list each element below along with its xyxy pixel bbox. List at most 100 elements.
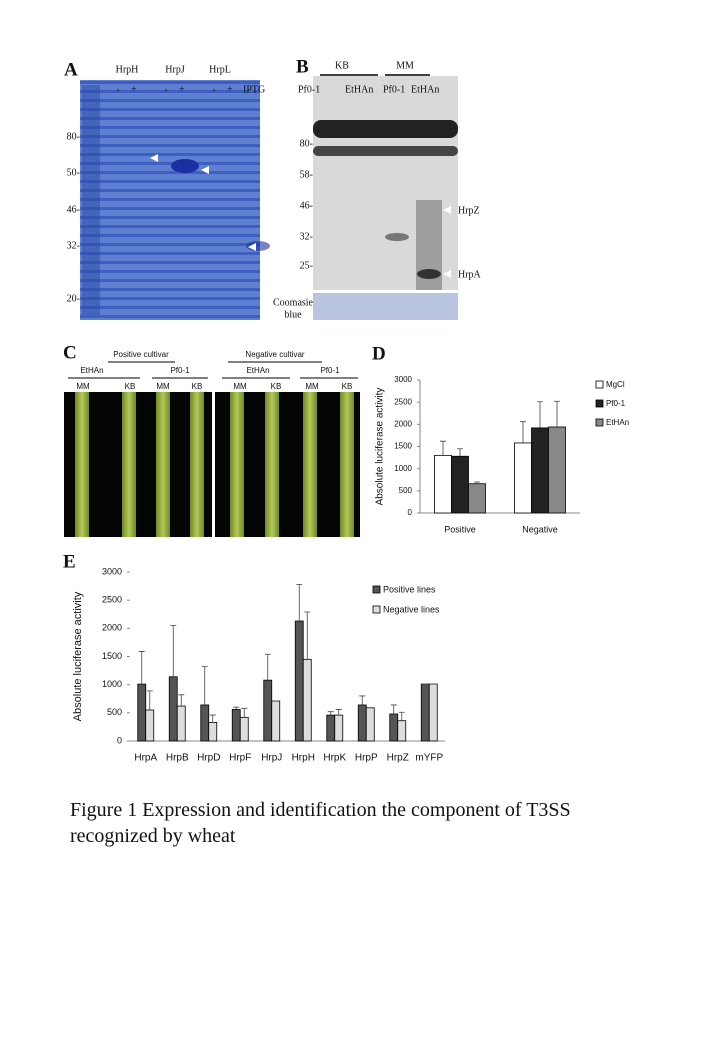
bar — [294, 620, 304, 742]
marker-label: 46- — [67, 204, 80, 215]
lane-sign: - — [116, 84, 119, 95]
protein-band — [246, 241, 270, 251]
legend-label: Negative lines — [383, 604, 440, 614]
bar — [168, 676, 178, 742]
x-tick-label: HrpJ — [261, 753, 282, 764]
y-tick-label: 1500 — [102, 651, 122, 661]
x-tick-label: mYFP — [415, 753, 443, 764]
error-bar — [138, 651, 145, 685]
marker-label: 46- — [300, 200, 313, 211]
blot-band — [417, 269, 441, 279]
medium-label: MM — [233, 382, 247, 391]
bar — [365, 707, 375, 742]
bar — [302, 658, 312, 742]
y-tick-label: 500 — [399, 486, 413, 495]
error-bar — [304, 611, 311, 660]
error-bar — [398, 711, 405, 721]
bar — [263, 679, 273, 742]
bar — [176, 705, 186, 742]
bar — [326, 714, 336, 742]
strain-label: Pf0-1 — [320, 366, 340, 375]
bar — [428, 683, 438, 742]
iptg-label: IPTG — [243, 84, 265, 95]
y-tick-label: 3000 — [394, 375, 412, 384]
lane-label: HrpJ — [165, 64, 185, 75]
bar — [514, 442, 532, 514]
gel-image — [80, 80, 260, 320]
legend-label: Pf0-1 — [606, 399, 626, 408]
protein-band — [171, 159, 199, 173]
y-axis-label: Absolute luciferase activity — [72, 591, 84, 721]
y-tick-label: 1000 — [102, 679, 122, 689]
blot-band — [313, 146, 458, 156]
error-bar — [209, 714, 216, 723]
cultivar-label: Negative cultivar — [245, 350, 304, 359]
arrowhead — [443, 206, 451, 214]
error-bar — [537, 401, 543, 428]
x-tick-label: HrpP — [355, 753, 378, 764]
medium-label: KB — [271, 382, 282, 391]
legend-label: EtHAn — [606, 418, 629, 427]
group-label: KB — [335, 60, 349, 71]
chart-d: 0 500 1000 1500 2000 2500 3000 Absolute lucifer… — [375, 375, 629, 534]
legend-swatch — [372, 605, 381, 614]
bar — [434, 454, 452, 514]
strain-label: EtHAn — [80, 366, 103, 375]
error-bar — [170, 625, 177, 677]
y-tick-label: 3000 — [102, 566, 122, 576]
x-tick-label: HrpB — [166, 753, 189, 764]
stain-label: blue — [284, 309, 302, 320]
y-tick-label: 1000 — [394, 464, 412, 473]
y-tick-label: 1500 — [394, 442, 412, 451]
x-tick-label: HrpH — [292, 753, 315, 764]
lane-label: Pf0-1 — [298, 84, 320, 95]
marker-label: 32- — [300, 231, 313, 242]
bar — [420, 683, 430, 742]
lane-label: HrpL — [209, 64, 231, 75]
medium-label: KB — [192, 382, 203, 391]
medium-label: KB — [125, 382, 136, 391]
error-bar — [474, 481, 480, 484]
strain-label: EtHAn — [246, 366, 269, 375]
panel-letter: D — [372, 343, 386, 364]
error-bar — [178, 694, 185, 707]
bar — [531, 427, 549, 514]
bar — [208, 722, 218, 742]
chart-e: 0 500 1000 1500 2000 2500 3000 Absolute lucifer… — [72, 566, 445, 764]
arrowhead — [443, 270, 451, 278]
error-bar — [440, 440, 446, 456]
legend-label: Positive lines — [383, 584, 436, 594]
bar — [468, 483, 486, 514]
error-bar — [335, 709, 342, 716]
y-tick-label: 0 — [117, 735, 122, 745]
bar — [397, 720, 407, 742]
marker-label: 25- — [300, 260, 313, 271]
y-tick-label: 2500 — [394, 397, 412, 406]
error-bar — [327, 711, 334, 716]
x-tick-label: HrpF — [229, 753, 251, 764]
legend-label: MgCl — [606, 380, 625, 389]
lane-sign: - — [212, 84, 215, 95]
bar — [548, 426, 566, 514]
x-tick-label: Negative — [522, 524, 558, 534]
bar — [137, 683, 147, 742]
panel-letter: C — [63, 342, 77, 363]
bar — [231, 709, 241, 742]
bar — [271, 700, 281, 742]
error-bar — [296, 583, 303, 622]
panel-letter: A — [64, 59, 78, 80]
arrowhead — [248, 243, 256, 251]
marker-label: 32- — [67, 240, 80, 251]
marker-label: 58- — [300, 169, 313, 180]
bar — [200, 704, 210, 742]
y-axis-label: Absolute luciferase activity — [375, 388, 386, 506]
legend-swatch — [595, 399, 604, 408]
error-bar — [241, 707, 248, 718]
stain-label: Coomasie — [273, 297, 314, 308]
y-tick-label: 2000 — [394, 419, 412, 428]
medium-label: KB — [342, 382, 353, 391]
legend-swatch — [372, 585, 381, 594]
lane-sign: - — [164, 84, 167, 95]
x-tick-label: Positive — [444, 524, 476, 534]
